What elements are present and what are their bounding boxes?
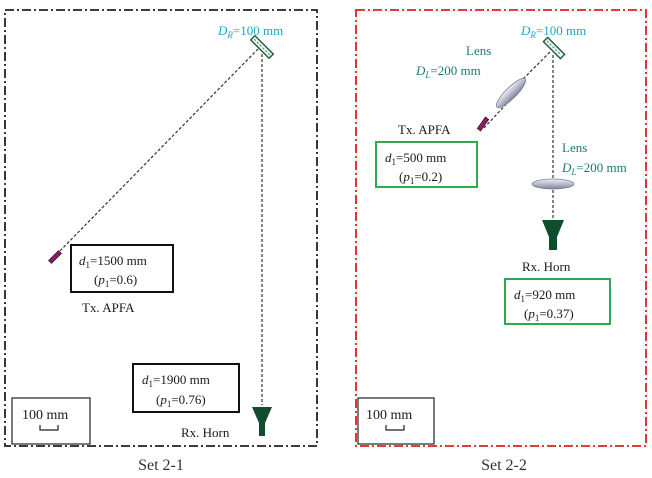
panel-set-2-1: DR=100 mm Tx. APFA d1=1500 mm (p1=0.6) d… [4, 9, 318, 474]
reflector-icon [249, 34, 275, 60]
rx-horn-icon [542, 220, 564, 250]
lens1-title: Lens [466, 43, 491, 58]
reflector-label: DR=100 mm [520, 23, 586, 40]
lens-icon [531, 178, 575, 190]
scale-label-right: 100 mm [366, 408, 412, 423]
tx-label: Tx. APFA [398, 122, 451, 137]
box-rx-distance [504, 278, 611, 325]
scale-bar-left [39, 425, 59, 431]
scale-box-left [11, 397, 91, 445]
reflector-label: DR=100 mm [217, 23, 283, 40]
box-rx-distance [132, 363, 240, 413]
tx-antenna-icon [476, 116, 490, 132]
box-tx-distance [70, 244, 174, 293]
beam-tx-to-reflector [52, 48, 259, 259]
lens2-label: DL=200 mm [561, 160, 627, 177]
tx-antenna-icon [48, 250, 62, 264]
lens1-label: DL=200 mm [415, 63, 481, 80]
rx-label: Rx. Horn [181, 425, 230, 440]
box-tx-distance [375, 141, 478, 188]
box-tx-line1: d1=1500 mm [79, 253, 147, 270]
rx-horn-icon [252, 407, 272, 436]
caption-right: Set 2-2 [481, 457, 527, 474]
box-tx-line2: (p1=0.6) [94, 272, 137, 289]
scale-box-right [357, 397, 435, 445]
box-rx-line2: (p1=0.76) [156, 392, 206, 409]
lens2-title: Lens [562, 140, 587, 155]
panel-set-2-2: DR=100 mm Lens DL=200 mm Tx. APFA d1=500… [355, 9, 647, 474]
scale-bar-right [385, 425, 405, 431]
reflector-icon [542, 36, 566, 60]
box-rx-line1: d1=1900 mm [142, 372, 210, 389]
box-rx-line2: (p1=0.37) [524, 306, 574, 323]
tx-label: Tx. APFA [82, 300, 135, 315]
panel-frame-left [4, 9, 318, 447]
caption-left: Set 2-1 [138, 457, 184, 474]
box-tx-line2: (p1=0.2) [399, 169, 442, 186]
rx-label: Rx. Horn [522, 259, 571, 274]
scale-label-left: 100 mm [22, 408, 68, 423]
lens-icon [495, 77, 527, 109]
box-rx-line1: d1=920 mm [514, 287, 575, 304]
box-tx-line1: d1=500 mm [385, 150, 446, 167]
beam-lens-to-reflector [515, 51, 551, 87]
panel-frame-right [355, 9, 647, 447]
